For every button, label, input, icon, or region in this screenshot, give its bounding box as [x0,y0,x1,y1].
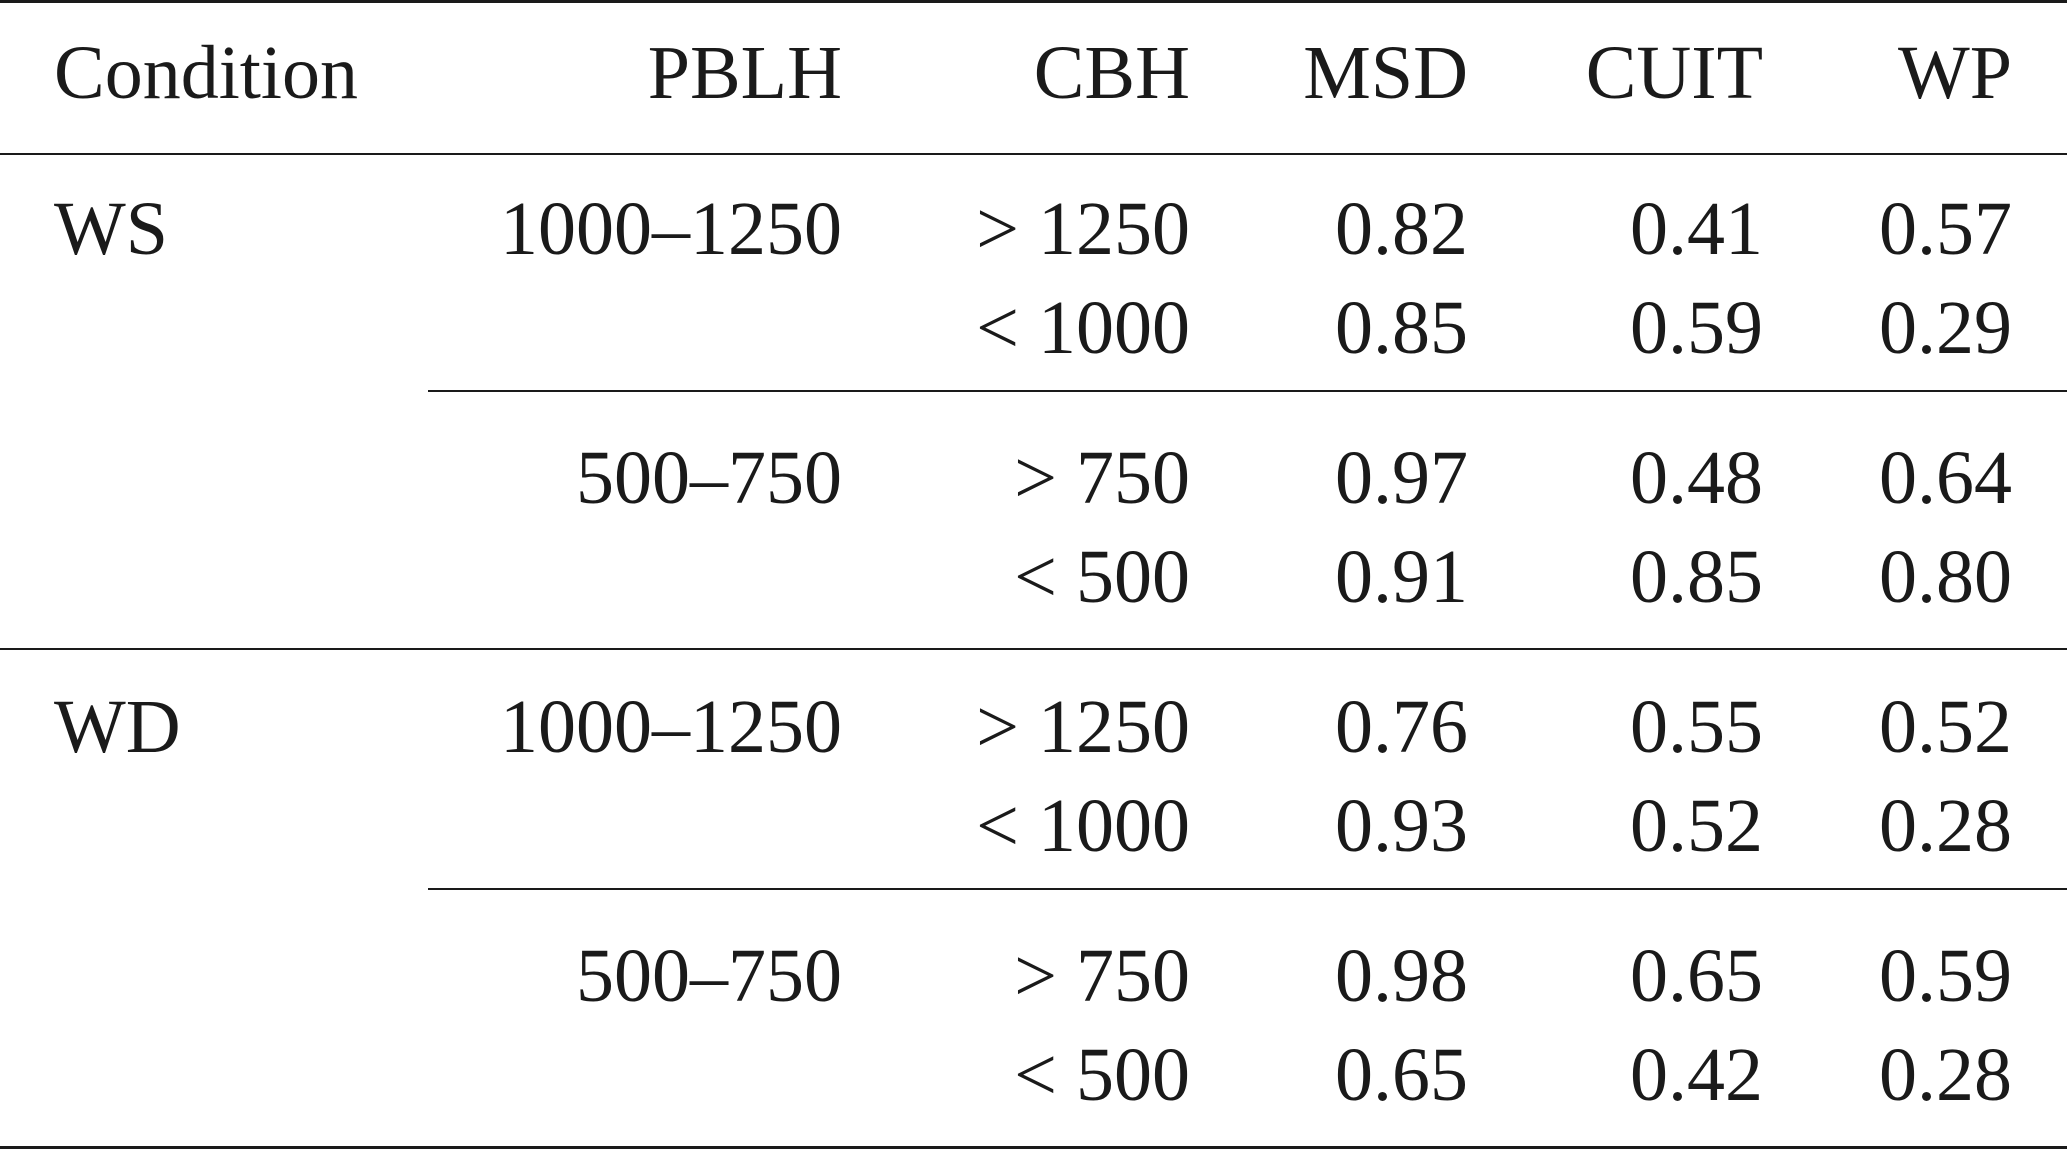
cbh-cell: < 1000 [976,784,1190,868]
cbh-cell: < 1000 [976,286,1190,370]
header-condition: Condition [54,31,359,115]
cuit-cell: 0.41 [1630,187,1763,271]
wp-cell: 0.59 [1879,934,2012,1018]
cuit-cell: 0.52 [1630,784,1763,868]
header-pblh: PBLH [647,31,842,115]
cbh-cell: > 1250 [976,685,1190,769]
ws-block-divider [428,390,2067,392]
header-msd: MSD [1303,31,1468,115]
pblh-cell: 500–750 [576,436,842,520]
condition-wd: WD [54,685,181,769]
cuit-cell: 0.42 [1630,1033,1763,1117]
wd-block-divider [428,888,2067,890]
wp-cell: 0.28 [1879,1033,2012,1117]
header-rule [0,153,2067,155]
pblh-cell: 1000–1250 [500,187,842,271]
header-cuit: CUIT [1585,31,1763,115]
wp-cell: 0.64 [1879,436,2012,520]
bottom-rule [0,1146,2067,1149]
cbh-cell: > 750 [1014,934,1190,1018]
msd-cell: 0.97 [1335,436,1468,520]
cbh-cell: < 500 [1014,1033,1190,1117]
msd-cell: 0.98 [1335,934,1468,1018]
top-rule [0,0,2067,3]
msd-cell: 0.82 [1335,187,1468,271]
msd-cell: 0.91 [1335,535,1468,619]
msd-cell: 0.85 [1335,286,1468,370]
condition-ws: WS [54,187,168,271]
cuit-cell: 0.59 [1630,286,1763,370]
pblh-cell: 500–750 [576,934,842,1018]
cbh-cell: > 1250 [976,187,1190,271]
cuit-cell: 0.65 [1630,934,1763,1018]
wp-cell: 0.52 [1879,685,2012,769]
cuit-cell: 0.55 [1630,685,1763,769]
cbh-cell: > 750 [1014,436,1190,520]
msd-cell: 0.93 [1335,784,1468,868]
wp-cell: 0.28 [1879,784,2012,868]
wp-cell: 0.80 [1879,535,2012,619]
cbh-cell: < 500 [1014,535,1190,619]
group-divider [0,648,2067,650]
wp-cell: 0.29 [1879,286,2012,370]
header-wp: WP [1898,31,2012,115]
header-cbh: CBH [1033,31,1190,115]
wp-cell: 0.57 [1879,187,2012,271]
cuit-cell: 0.48 [1630,436,1763,520]
msd-cell: 0.65 [1335,1033,1468,1117]
cuit-cell: 0.85 [1630,535,1763,619]
pblh-cell: 1000–1250 [500,685,842,769]
msd-cell: 0.76 [1335,685,1468,769]
